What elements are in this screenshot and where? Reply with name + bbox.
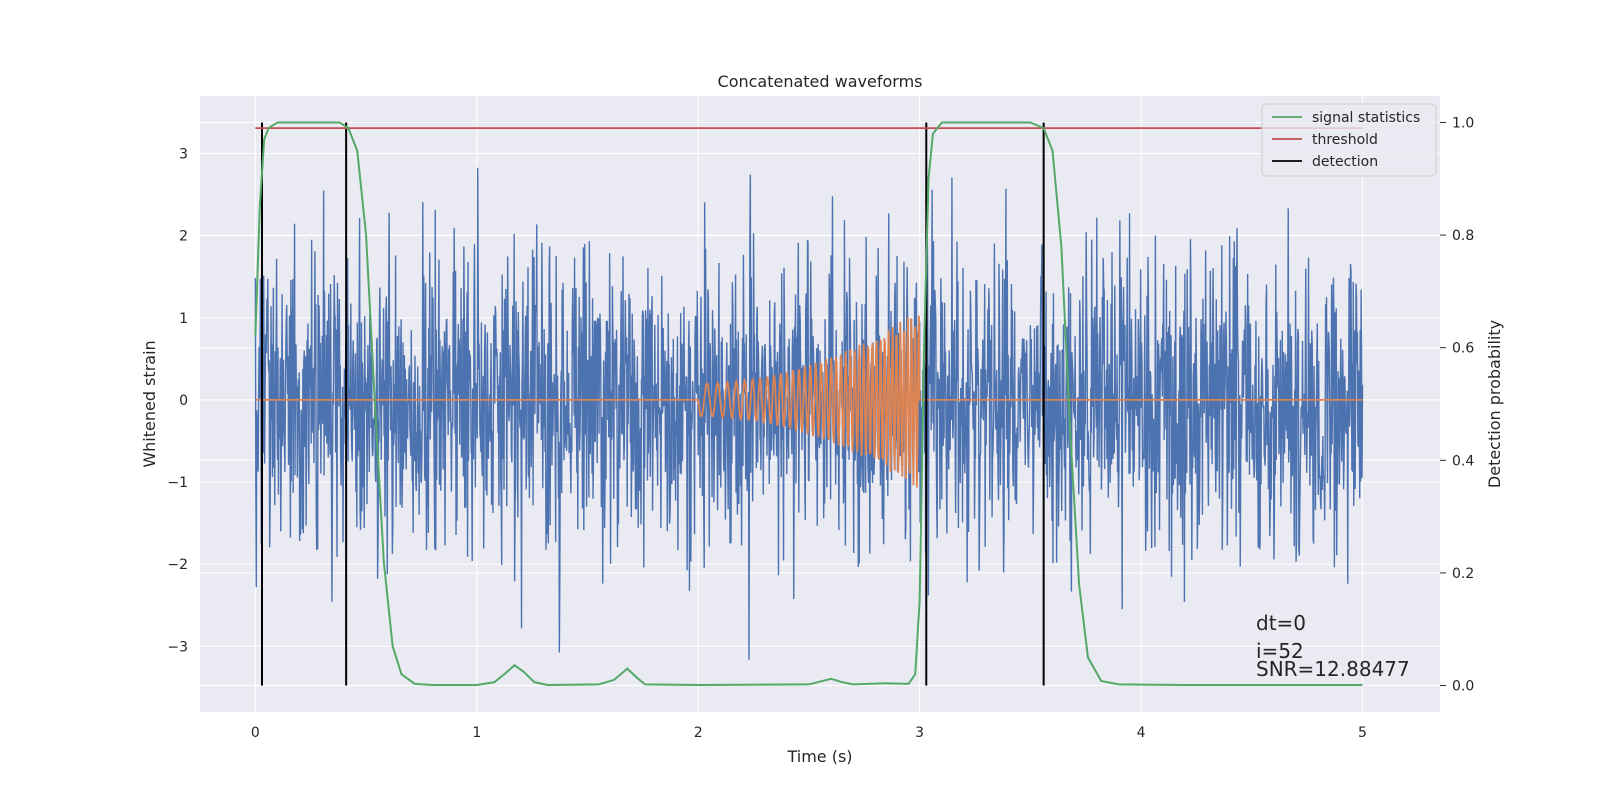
legend-box — [1261, 103, 1437, 177]
signal-statistics-series — [254, 121, 1363, 686]
annotation-index: i=52 — [1256, 639, 1304, 663]
signal-statistics-line — [254, 121, 1363, 686]
annotations: dt=0 i=52 SNR=12.88477 — [1256, 611, 1410, 681]
x-tick-label: 3 — [915, 725, 924, 741]
x-tick-label: 1 — [472, 725, 481, 741]
legend-label-signal-statistics: signal statistics — [1312, 110, 1420, 126]
y-tick-label-left: 3 — [179, 146, 188, 162]
noise-series — [254, 167, 1364, 660]
y-axis-label-left: Whitened strain — [140, 340, 159, 467]
y-tick-label-right: 0.4 — [1452, 453, 1474, 469]
x-tick-label: 4 — [1137, 725, 1146, 741]
x-tick-label: 0 — [251, 725, 260, 741]
annotation-dt: dt=0 — [1256, 611, 1306, 635]
y-tick-label-left: −3 — [167, 639, 188, 655]
y-tick-label-right: 0.0 — [1452, 679, 1474, 695]
legend-label-threshold: threshold — [1312, 132, 1378, 148]
y-tick-label-left: 1 — [179, 311, 188, 327]
noise-line — [254, 167, 1364, 660]
legend: signal statistics threshold detection — [1261, 103, 1437, 177]
x-tick-label: 2 — [694, 725, 703, 741]
annotation-snr: SNR=12.88477 — [1256, 657, 1410, 681]
right-y-axis-ticks: 0.0 0.2 0.4 0.6 0.8 1.0 — [1440, 115, 1474, 695]
left-y-axis-ticks: −3 −2 −1 0 1 2 3 — [167, 146, 188, 655]
x-axis-ticks: 0 1 2 3 4 5 — [251, 725, 1367, 741]
y-tick-label-left: −2 — [167, 557, 188, 573]
x-tick-label: 5 — [1358, 725, 1367, 741]
y-axis-label-right: Detection probability — [1485, 320, 1504, 488]
chart-title: Concatenated waveforms — [718, 72, 923, 91]
y-tick-label-right: 0.8 — [1452, 228, 1474, 244]
legend-label-detection: detection — [1312, 154, 1378, 170]
chirp-series — [255, 315, 1363, 488]
y-tick-label-left: −1 — [167, 475, 188, 491]
x-axis-label: Time (s) — [786, 747, 852, 766]
y-tick-label-left: 2 — [179, 229, 188, 245]
y-tick-label-right: 1.0 — [1452, 115, 1474, 131]
detection-series — [261, 122, 1045, 686]
chirp-line — [255, 315, 1363, 488]
y-tick-label-left: 0 — [179, 393, 188, 409]
y-tick-label-right: 0.6 — [1452, 341, 1474, 357]
y-tick-label-right: 0.2 — [1452, 566, 1474, 582]
